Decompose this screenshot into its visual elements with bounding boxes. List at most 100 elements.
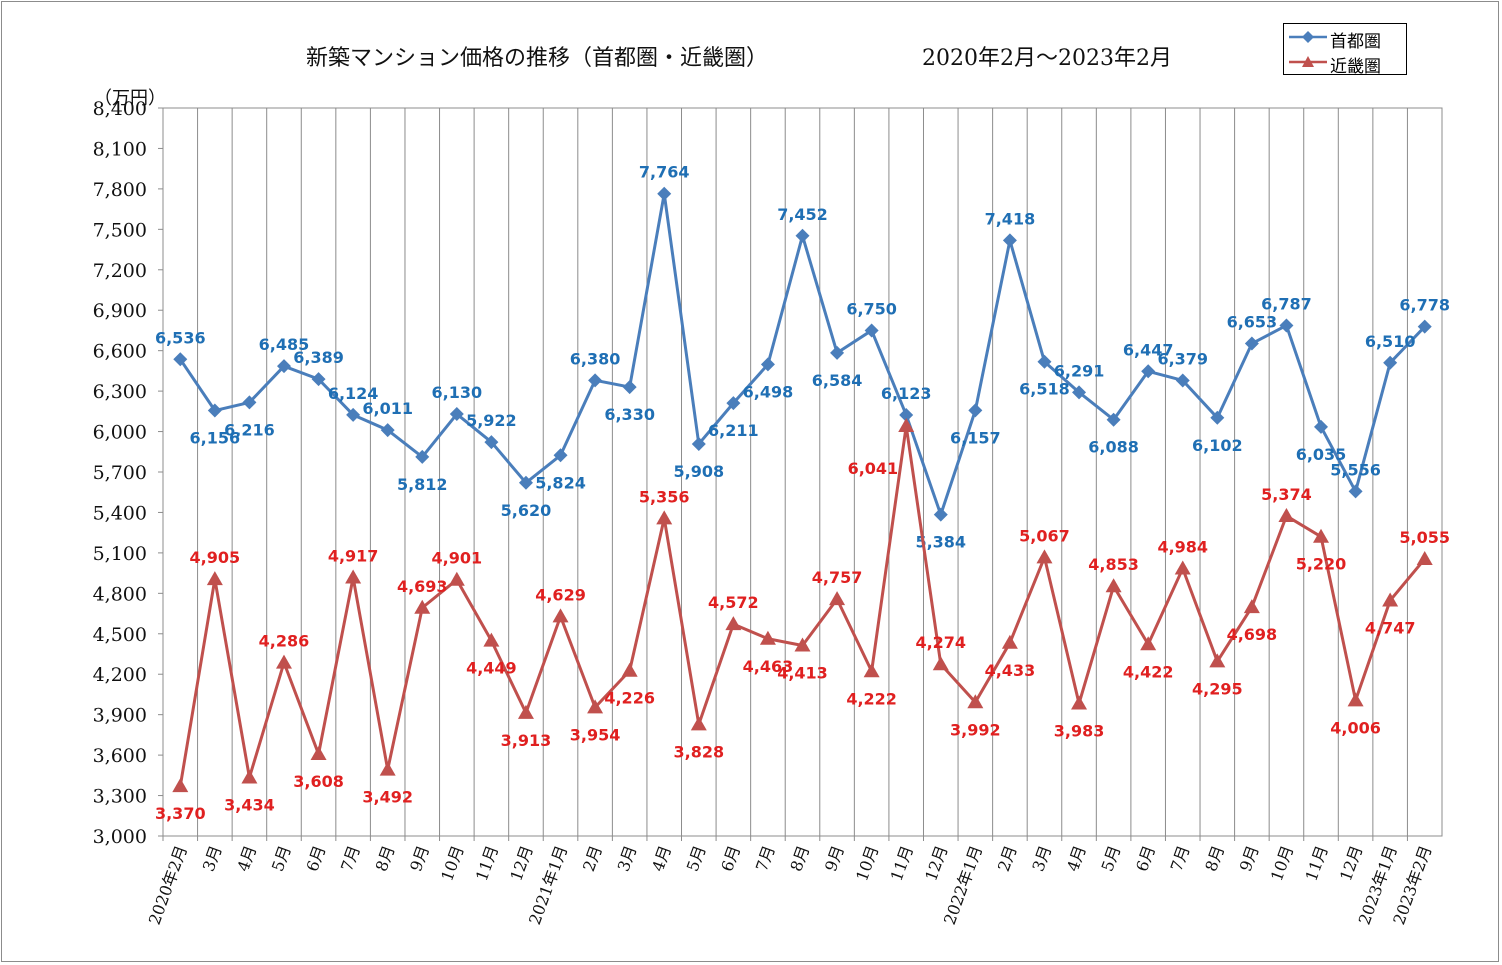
data-label: 6,156 bbox=[190, 429, 241, 448]
data-label: 5,374 bbox=[1261, 485, 1312, 504]
y-tick-label: 7,800 bbox=[93, 179, 147, 201]
data-label: 6,584 bbox=[812, 371, 863, 390]
data-point-diamond bbox=[1279, 318, 1294, 333]
data-point-triangle bbox=[483, 632, 500, 647]
data-point-diamond bbox=[1210, 410, 1225, 425]
legend-item-kinki: 近畿圏 bbox=[1284, 50, 1406, 77]
x-tick-label: 12月 bbox=[506, 843, 536, 884]
x-tick-label: 7月 bbox=[1167, 843, 1194, 874]
data-point-diamond bbox=[1417, 319, 1432, 334]
data-label: 6,518 bbox=[1019, 380, 1070, 399]
data-point-triangle bbox=[1036, 549, 1053, 564]
data-label: 6,157 bbox=[950, 428, 1001, 447]
x-tick-label: 2月 bbox=[579, 843, 606, 874]
data-label: 5,384 bbox=[915, 533, 966, 552]
data-point-triangle bbox=[690, 716, 707, 731]
y-tick-label: 3,900 bbox=[93, 705, 147, 727]
data-point-diamond bbox=[553, 448, 568, 463]
x-tick-label: 12月 bbox=[921, 843, 951, 884]
data-label: 4,917 bbox=[328, 547, 379, 566]
data-point-triangle bbox=[587, 699, 604, 714]
data-label: 5,812 bbox=[397, 475, 448, 494]
data-label: 3,608 bbox=[293, 772, 344, 791]
data-label: 4,286 bbox=[259, 632, 310, 651]
data-point-triangle bbox=[241, 769, 258, 784]
data-point-triangle bbox=[1347, 692, 1364, 707]
data-label: 6,787 bbox=[1261, 294, 1312, 313]
data-point-triangle bbox=[275, 654, 292, 669]
data-point-diamond bbox=[760, 357, 775, 372]
data-point-diamond bbox=[1141, 364, 1156, 379]
data-label: 6,447 bbox=[1123, 340, 1174, 359]
y-tick-label: 5,400 bbox=[93, 502, 147, 524]
series-line bbox=[178, 424, 1426, 787]
data-label: 6,653 bbox=[1227, 313, 1278, 332]
data-label: 5,556 bbox=[1330, 460, 1381, 479]
x-tick-label: 12月 bbox=[1336, 843, 1366, 884]
data-label: 6,498 bbox=[743, 382, 794, 401]
data-label: 5,356 bbox=[639, 487, 690, 506]
data-point-triangle bbox=[1278, 507, 1295, 522]
x-tick-label: 7月 bbox=[337, 843, 364, 874]
data-point-triangle bbox=[1382, 592, 1399, 607]
y-tick-label: 4,800 bbox=[93, 583, 147, 605]
data-label: 4,295 bbox=[1192, 679, 1243, 698]
data-label: 3,434 bbox=[224, 795, 275, 814]
data-label: 5,908 bbox=[673, 462, 724, 481]
data-point-diamond bbox=[518, 475, 533, 490]
y-tick-label: 3,600 bbox=[93, 745, 147, 767]
data-point-triangle bbox=[725, 616, 742, 631]
data-label: 3,492 bbox=[362, 788, 413, 807]
data-label: 4,693 bbox=[397, 577, 448, 596]
data-point-triangle bbox=[898, 418, 915, 433]
data-label: 3,983 bbox=[1054, 721, 1105, 740]
data-label: 4,698 bbox=[1227, 625, 1278, 644]
x-tick-label: 9月 bbox=[406, 843, 433, 874]
data-point-diamond bbox=[933, 507, 948, 522]
data-label: 3,828 bbox=[673, 742, 724, 761]
data-point-triangle bbox=[1416, 550, 1433, 565]
data-label: 6,750 bbox=[846, 299, 897, 318]
data-point-diamond bbox=[346, 407, 361, 422]
data-label: 6,291 bbox=[1054, 361, 1105, 380]
data-label: 6,536 bbox=[155, 328, 206, 347]
data-label: 4,006 bbox=[1330, 718, 1381, 737]
data-label: 5,922 bbox=[466, 411, 517, 430]
series-kinki: 3,370 4,905 3,434 4,286 3,608 4,917 3,492 4,693… bbox=[155, 418, 1450, 823]
data-label: 6,011 bbox=[362, 399, 413, 418]
data-point-diamond bbox=[415, 449, 430, 464]
data-label: 7,418 bbox=[985, 209, 1036, 228]
data-point-diamond bbox=[1383, 355, 1398, 370]
x-tick-label: 3月 bbox=[1028, 843, 1055, 874]
x-tick-label: 11月 bbox=[887, 843, 917, 884]
x-tick-label: 10月 bbox=[852, 843, 882, 884]
data-label: 6,330 bbox=[604, 405, 655, 424]
data-label: 6,035 bbox=[1296, 445, 1347, 464]
data-label: 4,901 bbox=[432, 549, 483, 568]
data-point-triangle bbox=[621, 662, 638, 677]
data-point-triangle bbox=[310, 746, 327, 761]
y-tick-label: 4,500 bbox=[93, 624, 147, 646]
data-point-diamond bbox=[1002, 233, 1017, 248]
x-tick-label: 10月 bbox=[437, 843, 467, 884]
data-label: 4,905 bbox=[190, 548, 241, 567]
x-tick-label: 2020年2月 bbox=[145, 843, 191, 927]
legend-item-shutoken: 首都圏 bbox=[1284, 25, 1406, 52]
data-label: 3,370 bbox=[155, 804, 206, 823]
data-label: 4,629 bbox=[535, 585, 586, 604]
data-label: 5,220 bbox=[1296, 555, 1347, 574]
data-point-triangle bbox=[1105, 578, 1122, 593]
data-point-triangle bbox=[1140, 636, 1157, 651]
data-point-diamond bbox=[207, 403, 222, 418]
data-point-diamond bbox=[1314, 419, 1329, 434]
x-tick-label: 11月 bbox=[472, 843, 502, 884]
data-point-triangle bbox=[1174, 560, 1191, 575]
data-label: 6,380 bbox=[570, 349, 621, 368]
data-point-diamond bbox=[588, 373, 603, 388]
data-label: 6,389 bbox=[293, 348, 344, 367]
y-tick-label: 6,000 bbox=[93, 422, 147, 444]
data-label: 5,824 bbox=[535, 473, 586, 492]
data-point-triangle bbox=[552, 608, 569, 623]
y-tick-label: 7,200 bbox=[93, 260, 147, 282]
